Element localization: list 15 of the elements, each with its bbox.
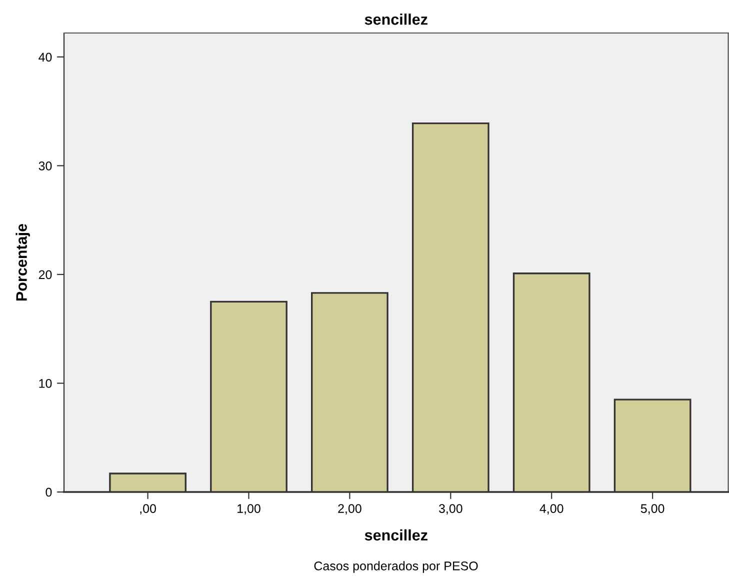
y-axis-title: Porcentaje xyxy=(16,224,30,301)
x-tick-label: 4,00 xyxy=(540,504,564,514)
x-axis-title: sencillez xyxy=(364,529,428,541)
x-tick-label: 3,00 xyxy=(438,504,462,514)
y-tick-label: 0 xyxy=(46,488,52,497)
y-tick-label: 10 xyxy=(39,379,52,388)
x-tick-label: 1,00 xyxy=(238,504,260,514)
chart-title: sencillez xyxy=(364,14,428,25)
x-tick-label: 2,00 xyxy=(338,504,362,514)
y-tick-label: 30 xyxy=(38,161,52,170)
text: Casos ponderados por PESO xyxy=(314,561,478,573)
y-tick-label: 40 xyxy=(38,52,52,62)
x-tick-label: 5,00 xyxy=(640,504,664,514)
y-tick-label: 20 xyxy=(38,270,52,280)
x-tick-label: ,00 xyxy=(140,504,156,514)
